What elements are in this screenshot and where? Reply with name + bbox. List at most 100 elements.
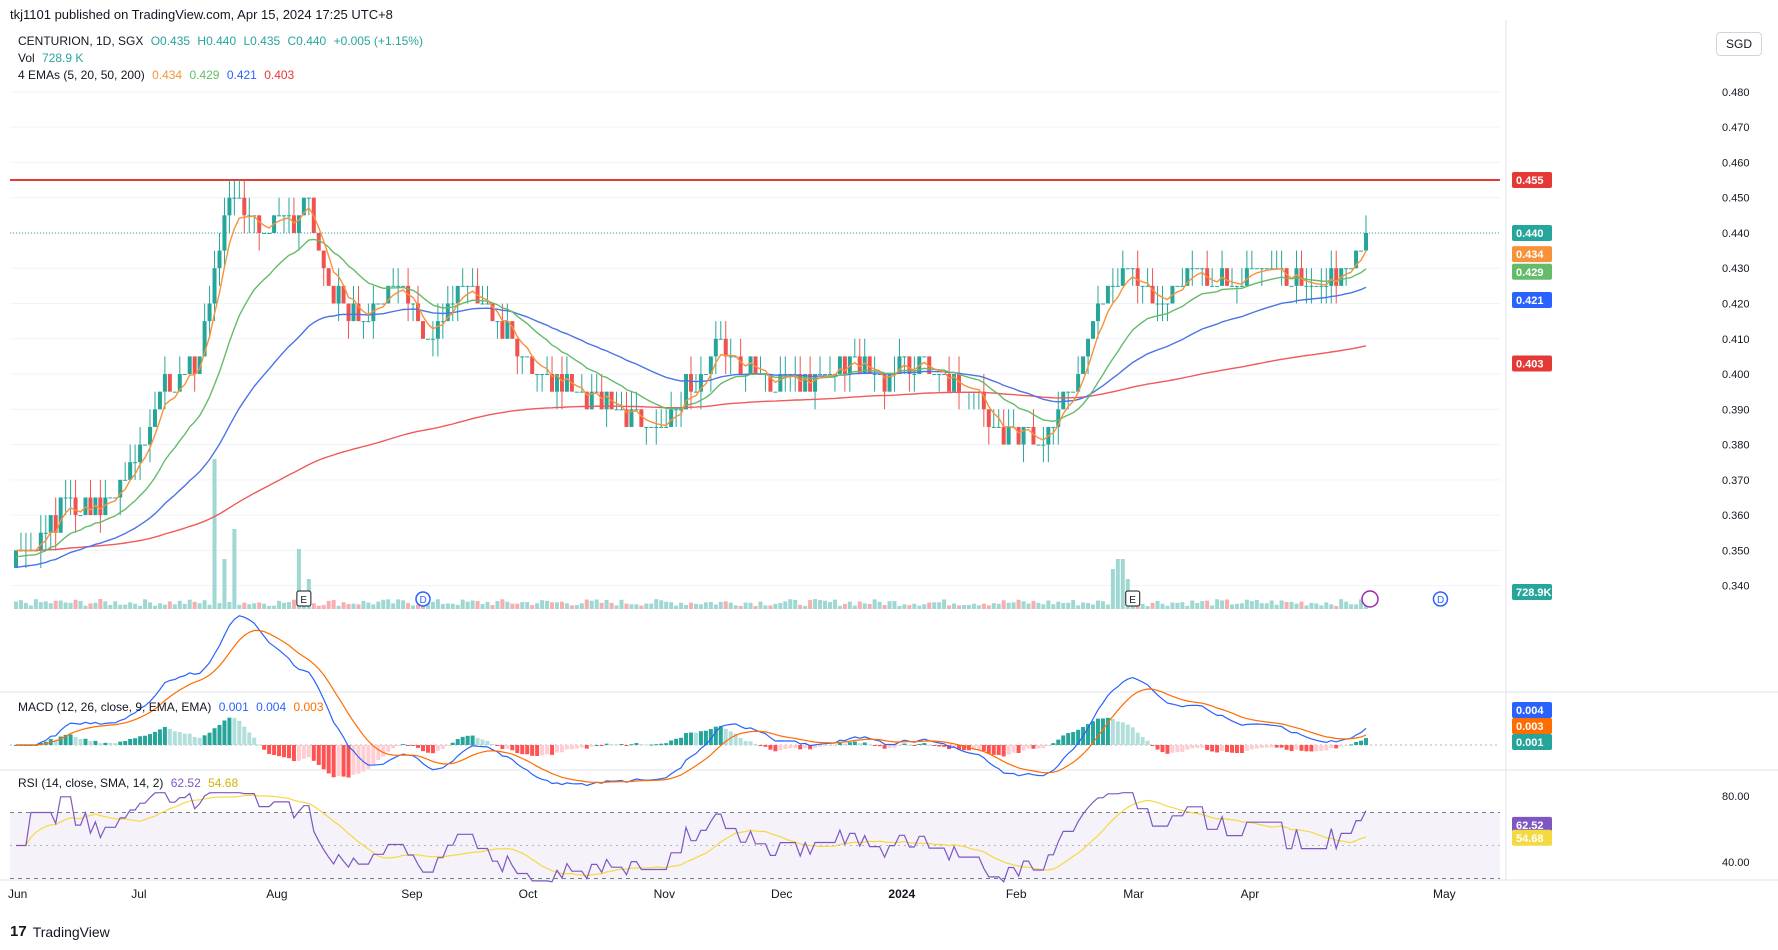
macd-bar (1284, 745, 1289, 750)
volume-bar (33, 599, 38, 609)
macd-bar (202, 735, 207, 745)
macd-bar (738, 737, 743, 745)
volume-bar (1289, 601, 1294, 609)
candle (758, 356, 763, 376)
macd-bar (594, 744, 599, 746)
candle (808, 356, 813, 392)
candle (331, 285, 336, 304)
volume-bar (321, 605, 326, 609)
volume-bar (152, 605, 157, 609)
candle (664, 409, 669, 428)
candle-body (1120, 268, 1125, 286)
volume-bar (912, 603, 917, 609)
high-value: H0.440 (197, 34, 237, 48)
volume-bar (1205, 600, 1210, 609)
volume-label-bg (1512, 584, 1552, 600)
candle-body (128, 462, 133, 480)
candle-body (723, 338, 728, 357)
earnings-marker-label: E (1129, 595, 1136, 606)
candle (599, 374, 604, 410)
macd-bar (644, 744, 649, 746)
macd-bar (917, 743, 922, 745)
macd-bar (713, 726, 718, 745)
macd-bar (996, 745, 1001, 755)
volume-legend: Vol 728.9 K (18, 51, 87, 65)
volume-bar (118, 604, 123, 609)
macd-bar (907, 744, 912, 746)
macd-label: 0.003 (1516, 721, 1544, 733)
macd-bar (1180, 745, 1185, 752)
candle (1284, 268, 1289, 286)
candle (237, 180, 242, 199)
macd-bar (684, 733, 689, 745)
volume-bar (515, 603, 520, 609)
candle-body (852, 356, 857, 358)
candle-body (321, 250, 326, 269)
volume-bar (18, 600, 23, 609)
macd-bar (1244, 745, 1249, 751)
volume-bar (93, 602, 98, 609)
macd-bar (346, 745, 351, 778)
macd-bar (763, 745, 768, 747)
volume-bar (361, 600, 366, 609)
macd-bar (961, 745, 966, 751)
candle (798, 356, 803, 392)
macd-bar (773, 745, 778, 752)
candle-body (1031, 426, 1036, 445)
candle (639, 409, 644, 427)
macd-bar (237, 720, 242, 745)
candle (267, 232, 272, 234)
candle (152, 391, 157, 427)
macd-bar (1006, 745, 1011, 755)
volume-bar (247, 604, 252, 609)
low-value: L0.435 (243, 34, 281, 48)
macd-bar (1125, 724, 1130, 745)
ema200-value: 0.403 (264, 68, 295, 82)
macd-bar (1314, 745, 1319, 752)
candle-body (470, 285, 475, 287)
candle-body (942, 374, 947, 376)
macd-bar (1185, 745, 1190, 750)
brand-label: TradingView (32, 923, 110, 940)
candle-body (669, 409, 674, 427)
candle-body (768, 374, 773, 392)
ema50-value: 0.421 (226, 68, 257, 82)
candle-body (564, 374, 569, 392)
candle (247, 197, 252, 233)
macd-bar (1051, 743, 1056, 745)
candle (396, 268, 401, 304)
candle-body (148, 426, 153, 445)
time-axis-label: Apr (1241, 887, 1260, 901)
macd-bar (530, 745, 535, 756)
macd-bar (138, 736, 143, 745)
macd-bar (386, 745, 391, 752)
candle (1150, 268, 1155, 304)
volume-bar (48, 603, 53, 609)
candle (1076, 356, 1081, 392)
macd-bar (98, 743, 103, 745)
candle (138, 426, 143, 480)
macd-bar (286, 745, 291, 759)
volume-bar (584, 599, 589, 609)
price-tick-label: 0.420 (1722, 298, 1750, 310)
volume-bar (986, 605, 991, 609)
candle (63, 479, 68, 516)
candle (1091, 321, 1096, 339)
currency-button[interactable]: SGD (1716, 32, 1762, 56)
candle (897, 338, 902, 375)
candle (1011, 409, 1016, 428)
volume-bar (1001, 600, 1006, 609)
candle (971, 391, 976, 410)
volume-bar (1155, 600, 1160, 609)
candle-body (301, 197, 306, 216)
candle-body (371, 303, 376, 322)
candle (1175, 285, 1180, 287)
candle-body (1304, 285, 1309, 287)
volume-label: 728.9K (1516, 587, 1552, 599)
volume-bar (852, 605, 857, 609)
candle-body (490, 303, 495, 322)
candle-body (14, 550, 18, 569)
volume-bar (535, 603, 540, 609)
macd-bar (550, 745, 555, 755)
